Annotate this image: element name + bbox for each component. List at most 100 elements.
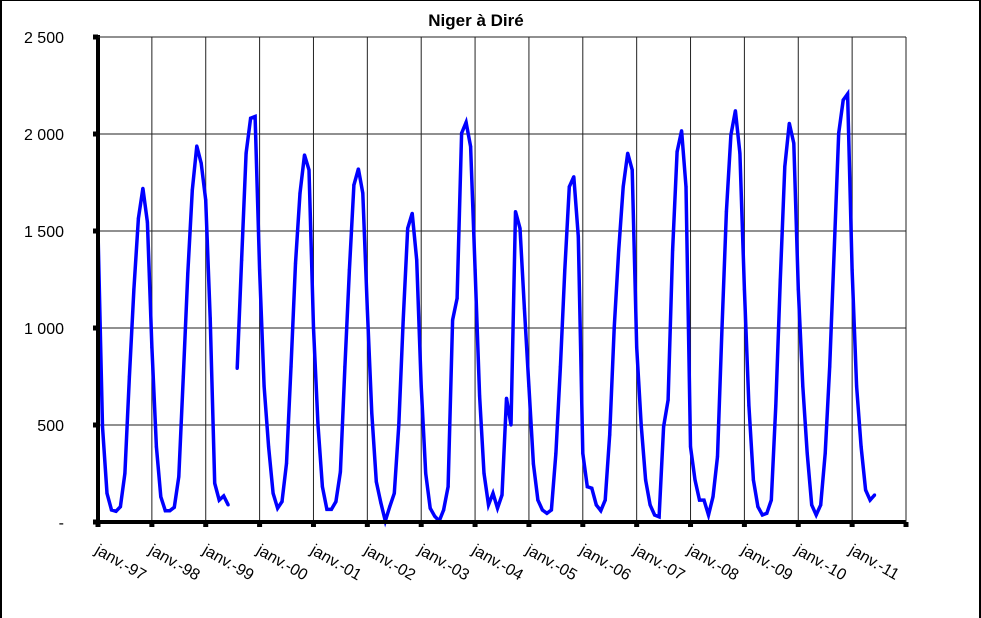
data-point <box>657 515 661 519</box>
data-point <box>639 423 643 427</box>
data-point <box>747 404 751 408</box>
data-point <box>172 505 176 509</box>
data-point <box>554 451 558 455</box>
data-point <box>540 508 545 512</box>
x-tick-label: janv.-07 <box>630 541 688 584</box>
data-point <box>145 220 149 224</box>
data-point <box>433 514 437 518</box>
data-point <box>684 185 688 189</box>
data-point <box>531 462 536 466</box>
data-point <box>253 114 257 119</box>
x-tick-label: janv.-09 <box>738 541 796 584</box>
data-point <box>150 345 154 349</box>
data-point <box>320 485 325 489</box>
data-point <box>455 296 459 300</box>
data-point <box>352 183 356 187</box>
data-point <box>316 423 320 427</box>
data-point <box>451 318 455 322</box>
data-point <box>832 248 836 252</box>
data-point <box>468 145 473 149</box>
data-point <box>338 470 342 474</box>
data-point <box>733 109 738 113</box>
y-tick-label: 2 500 <box>24 30 64 47</box>
data-point <box>495 506 500 510</box>
data-point <box>841 98 845 102</box>
data-point <box>208 316 212 320</box>
data-point <box>792 141 796 145</box>
data-point <box>738 151 742 155</box>
data-point <box>136 216 140 220</box>
data-point <box>154 445 158 449</box>
data-point <box>114 509 118 513</box>
data-point <box>491 491 495 495</box>
data-point <box>819 503 823 507</box>
data-point <box>850 268 854 272</box>
data-point <box>275 506 280 510</box>
data-point <box>859 445 863 449</box>
data-point <box>482 471 486 475</box>
data-point <box>163 509 167 513</box>
data-point <box>244 151 248 155</box>
data-point <box>585 485 589 489</box>
data-point <box>729 133 733 137</box>
data-point <box>549 508 553 512</box>
data-point <box>617 248 621 252</box>
data-point <box>590 486 594 490</box>
data-point <box>105 491 109 495</box>
data-point <box>204 198 208 202</box>
data-point <box>504 396 509 400</box>
data-point <box>293 261 298 265</box>
data-point <box>868 498 872 502</box>
data-point <box>581 451 585 455</box>
data-point <box>410 211 414 215</box>
data-point <box>760 513 764 517</box>
x-tick-label: janv.-00 <box>253 541 311 584</box>
series-discharge <box>96 88 877 528</box>
data-point <box>837 131 841 135</box>
y-tick-label: 500 <box>37 418 64 435</box>
data-point <box>100 425 105 429</box>
data-point <box>518 226 522 230</box>
data-point <box>406 226 410 230</box>
x-axis-ticks: janv.-97janv.-98janv.-99janv.-00janv.-01… <box>91 522 909 584</box>
data-point <box>810 503 814 507</box>
data-point <box>688 445 693 449</box>
data-point <box>127 374 132 379</box>
data-point <box>679 129 684 133</box>
data-point <box>702 498 706 502</box>
data-point <box>168 509 172 513</box>
data-point <box>644 478 648 482</box>
data-point <box>222 494 226 498</box>
y-tick-mark <box>93 325 98 331</box>
data-point <box>374 480 378 484</box>
data-point <box>500 493 504 497</box>
data-point <box>720 326 724 330</box>
x-tick-label: janv.-01 <box>307 541 365 584</box>
x-tick-mark <box>95 522 101 527</box>
data-point <box>361 191 365 195</box>
data-point <box>329 507 334 511</box>
x-tick-label: janv.-04 <box>468 541 526 584</box>
data-point <box>783 164 787 169</box>
data-point <box>724 210 729 214</box>
data-point <box>711 495 715 499</box>
y-tick-label: - <box>59 515 64 532</box>
data-point <box>693 478 697 482</box>
data-point <box>621 185 625 189</box>
data-point <box>599 509 603 513</box>
y-tick-label: 2 000 <box>24 127 64 144</box>
data-point <box>397 423 401 427</box>
data-point <box>774 404 778 408</box>
data-point <box>513 210 518 214</box>
data-point <box>199 161 203 165</box>
y-axis-ticks: - 500 1 000 1 500 2 000 2 500 <box>24 30 98 532</box>
data-point <box>365 307 369 311</box>
data-point <box>715 455 720 459</box>
x-tick-mark <box>149 522 155 527</box>
data-point <box>612 326 616 330</box>
data-point <box>370 411 374 415</box>
data-point <box>109 508 114 512</box>
data-point <box>446 485 450 489</box>
x-tick-mark <box>795 522 801 527</box>
